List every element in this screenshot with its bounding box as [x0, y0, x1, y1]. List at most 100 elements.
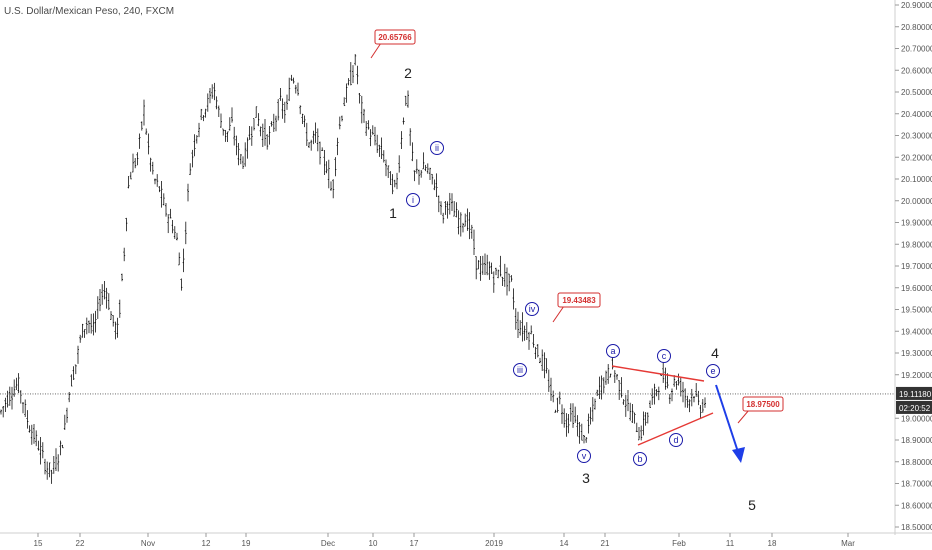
candle — [209, 87, 211, 104]
candle — [105, 287, 108, 309]
candle — [380, 137, 383, 159]
subwave-label: e — [706, 364, 720, 378]
upper-trendline — [611, 365, 705, 382]
price-callout: 20.65766 — [370, 29, 416, 59]
candle — [11, 386, 13, 410]
y-tick-label: 20.80000 — [901, 23, 932, 32]
candle — [334, 157, 337, 177]
candle — [116, 317, 119, 338]
candle — [481, 255, 484, 275]
candle — [169, 208, 172, 219]
candle — [103, 281, 106, 300]
candle — [594, 398, 596, 410]
candle — [473, 229, 475, 255]
candle — [264, 119, 266, 146]
candle — [222, 128, 225, 136]
candle — [226, 131, 229, 143]
y-tick-label: 20.50000 — [901, 88, 932, 97]
candle — [336, 137, 339, 156]
callout-pointer — [737, 409, 750, 424]
candle — [508, 273, 511, 292]
candle — [543, 352, 546, 379]
candle — [521, 312, 524, 342]
candle — [149, 157, 152, 172]
candle — [459, 212, 462, 237]
candle — [488, 261, 491, 280]
candle — [136, 152, 139, 166]
candle — [563, 408, 566, 428]
candle — [30, 424, 33, 445]
candle — [90, 313, 93, 334]
subwave-circle — [406, 193, 420, 207]
lower-trendline — [637, 412, 714, 446]
candle — [246, 137, 249, 159]
candle — [191, 149, 194, 168]
candle — [211, 84, 214, 99]
candle — [580, 423, 583, 441]
candle — [629, 402, 632, 421]
x-tick-label: 12 — [202, 539, 211, 548]
candle — [200, 108, 203, 121]
candle — [583, 435, 585, 444]
candle — [369, 129, 372, 147]
candle — [437, 195, 440, 213]
candle — [433, 179, 436, 191]
candle — [19, 390, 22, 404]
candle — [363, 108, 365, 123]
candle — [704, 397, 706, 408]
candle — [330, 181, 332, 191]
candle — [464, 213, 467, 227]
candle — [187, 183, 189, 202]
subwave-text: ii — [435, 143, 439, 153]
candle — [490, 262, 493, 274]
candle — [162, 193, 165, 206]
y-tick-label: 18.60000 — [901, 501, 932, 510]
candle — [420, 170, 423, 178]
candle — [622, 399, 625, 405]
candle — [690, 388, 693, 407]
candle — [305, 122, 308, 146]
candle — [462, 222, 464, 233]
candle — [41, 442, 44, 459]
candle — [349, 62, 352, 86]
candle — [233, 126, 236, 146]
candle — [365, 121, 368, 136]
candle — [6, 390, 9, 408]
x-tick-label: 21 — [601, 539, 610, 548]
candle — [17, 373, 20, 393]
candle — [268, 126, 271, 145]
candle — [0, 409, 2, 415]
subwave-text: iv — [529, 304, 536, 314]
price-callout: 19.43483 — [552, 292, 601, 323]
candle — [675, 380, 678, 390]
candle — [574, 406, 577, 423]
candle — [616, 373, 618, 380]
candle — [204, 108, 207, 118]
subwave-circle — [513, 363, 527, 377]
candle — [534, 346, 537, 360]
candle — [74, 364, 77, 375]
candle — [404, 95, 407, 106]
candle — [510, 275, 513, 282]
candle — [35, 430, 38, 447]
x-tick-label: Nov — [141, 539, 155, 548]
candle — [442, 212, 445, 224]
projection-arrow-line — [715, 384, 740, 456]
candle — [77, 345, 79, 364]
candle — [367, 120, 370, 130]
callout-label: 20.65766 — [378, 33, 412, 42]
y-tick-label: 18.50000 — [901, 523, 932, 532]
candle — [63, 414, 66, 430]
candle — [61, 444, 64, 449]
subwave-text: iii — [517, 365, 523, 375]
candle — [525, 322, 528, 341]
candle — [294, 84, 297, 94]
candle — [28, 425, 31, 433]
candle — [455, 202, 458, 218]
y-tick-label: 19.60000 — [901, 284, 932, 293]
candle — [154, 178, 156, 185]
candle — [66, 407, 68, 423]
candle — [552, 390, 555, 403]
